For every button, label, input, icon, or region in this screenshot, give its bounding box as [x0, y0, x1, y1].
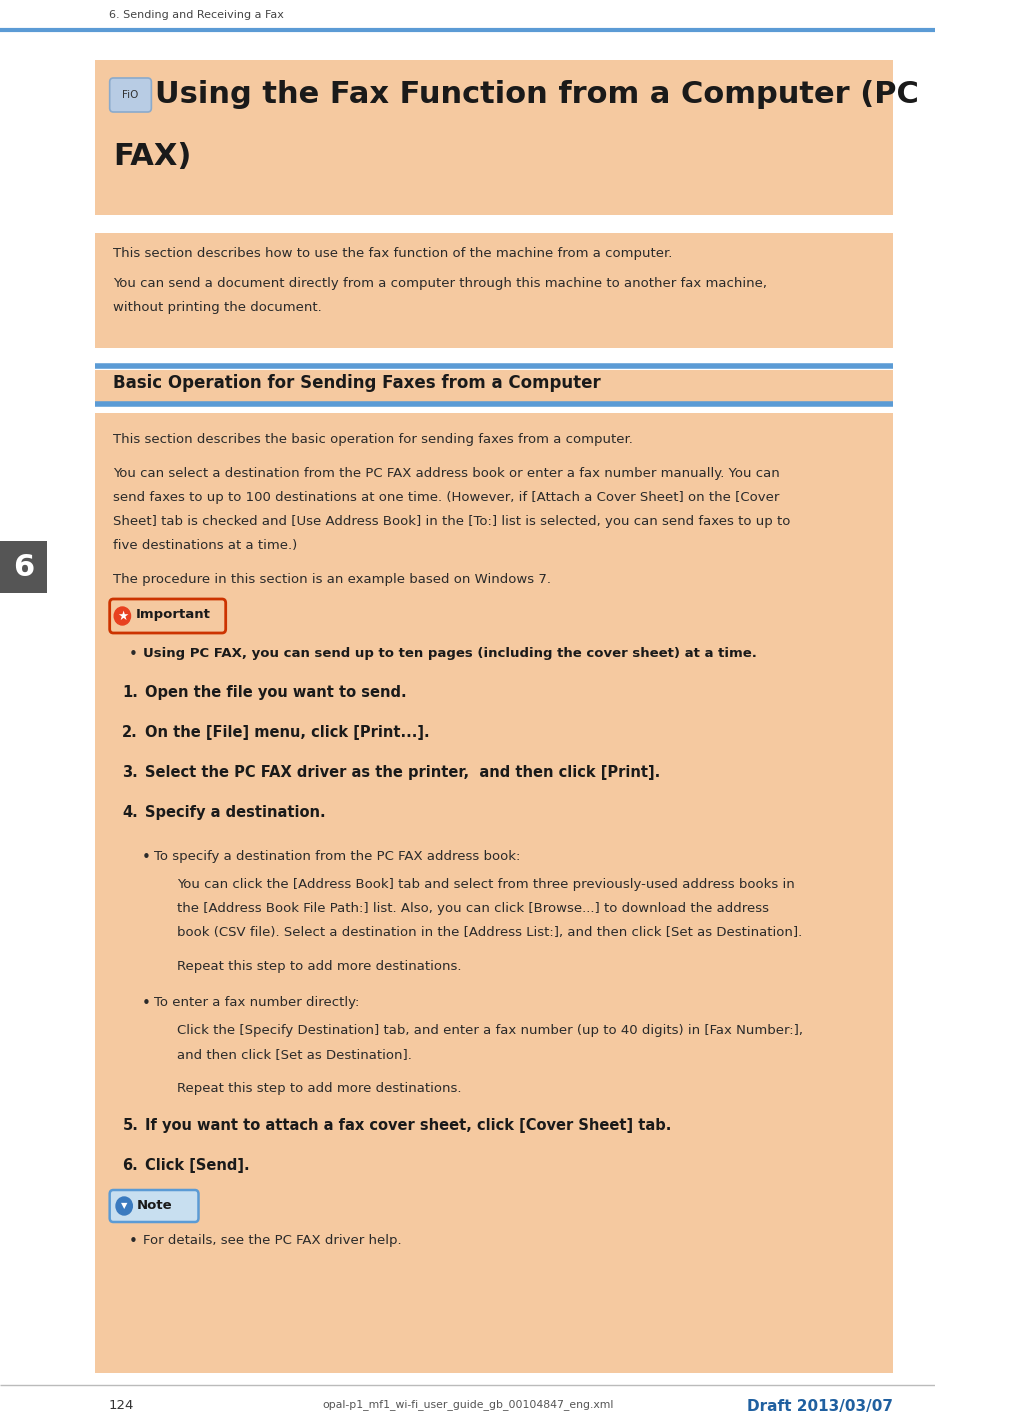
Text: Note: Note — [137, 1199, 172, 1212]
Text: Using the Fax Function from a Computer (PC: Using the Fax Function from a Computer (… — [155, 80, 918, 109]
Text: This section describes the basic operation for sending faxes from a computer.: This section describes the basic operati… — [114, 433, 634, 446]
Text: FiO: FiO — [123, 90, 138, 99]
Text: book (CSV file). Select a destination in the [Address List:], and then click [Se: book (CSV file). Select a destination in… — [176, 926, 802, 939]
Text: You can click the [Address Book] tab and select from three previously-used addre: You can click the [Address Book] tab and… — [176, 878, 795, 891]
Text: ★: ★ — [117, 610, 128, 622]
Text: 5.: 5. — [123, 1118, 138, 1133]
Text: •: • — [141, 996, 151, 1010]
Text: Repeat this step to add more destinations.: Repeat this step to add more destination… — [176, 1081, 461, 1096]
Text: five destinations at a time.): five destinations at a time.) — [114, 539, 297, 551]
Text: You can send a document directly from a computer through this machine to another: You can send a document directly from a … — [114, 277, 768, 290]
Text: If you want to attach a fax cover sheet, click [Cover Sheet] tab.: If you want to attach a fax cover sheet,… — [146, 1118, 672, 1133]
Text: For details, see the PC FAX driver help.: For details, see the PC FAX driver help. — [143, 1233, 401, 1248]
Text: You can select a destination from the PC FAX address book or enter a fax number : You can select a destination from the PC… — [114, 468, 780, 480]
Bar — [0, 541, 47, 593]
Text: Sheet] tab is checked and [Use Address Book] in the [To:] list is selected, you : Sheet] tab is checked and [Use Address B… — [114, 514, 791, 529]
Text: 124: 124 — [108, 1400, 134, 1412]
Text: On the [File] menu, click [Print...].: On the [File] menu, click [Print...]. — [146, 725, 429, 740]
Bar — [95, 414, 893, 1373]
Text: Basic Operation for Sending Faxes from a Computer: Basic Operation for Sending Faxes from a… — [114, 374, 601, 392]
Text: •: • — [129, 1233, 137, 1249]
Text: 4.: 4. — [123, 806, 138, 820]
Text: The procedure in this section is an example based on Windows 7.: The procedure in this section is an exam… — [114, 573, 551, 585]
Text: ▼: ▼ — [121, 1202, 127, 1211]
FancyBboxPatch shape — [109, 1189, 198, 1222]
FancyBboxPatch shape — [109, 78, 152, 112]
Text: •: • — [129, 647, 137, 662]
FancyBboxPatch shape — [109, 600, 226, 632]
Bar — [95, 233, 893, 348]
Text: To enter a fax number directly:: To enter a fax number directly: — [154, 996, 359, 1009]
Circle shape — [115, 607, 130, 625]
Text: To specify a destination from the PC FAX address book:: To specify a destination from the PC FAX… — [154, 850, 520, 863]
Text: without printing the document.: without printing the document. — [114, 301, 322, 314]
Text: •: • — [141, 850, 151, 865]
Text: Important: Important — [136, 608, 211, 621]
Bar — [95, 369, 893, 404]
Text: 2.: 2. — [123, 725, 138, 740]
Text: 3.: 3. — [123, 764, 138, 780]
Text: Click [Send].: Click [Send]. — [146, 1158, 250, 1172]
Text: send faxes to up to 100 destinations at one time. (However, if [Attach a Cover S: send faxes to up to 100 destinations at … — [114, 492, 779, 504]
Text: 6: 6 — [13, 553, 34, 581]
Text: Open the file you want to send.: Open the file you want to send. — [146, 685, 407, 701]
Text: Select the PC FAX driver as the printer,  and then click [Print].: Select the PC FAX driver as the printer,… — [146, 764, 660, 780]
Text: 6.: 6. — [123, 1158, 138, 1172]
Text: Repeat this step to add more destinations.: Repeat this step to add more destination… — [176, 961, 461, 973]
Text: opal-p1_mf1_wi-fi_user_guide_gb_00104847_eng.xml: opal-p1_mf1_wi-fi_user_guide_gb_00104847… — [322, 1400, 613, 1410]
Text: 6. Sending and Receiving a Fax: 6. Sending and Receiving a Fax — [108, 10, 284, 20]
Text: This section describes how to use the fax function of the machine from a compute: This section describes how to use the fa… — [114, 247, 673, 260]
Text: the [Address Book File Path:] list. Also, you can click [Browse...] to download : the [Address Book File Path:] list. Also… — [176, 902, 769, 915]
Text: FAX): FAX) — [114, 142, 192, 171]
Text: Click the [Specify Destination] tab, and enter a fax number (up to 40 digits) in: Click the [Specify Destination] tab, and… — [176, 1025, 803, 1037]
Text: Draft 2013/03/07: Draft 2013/03/07 — [747, 1400, 893, 1414]
Circle shape — [116, 1196, 132, 1215]
Text: 1.: 1. — [123, 685, 138, 701]
Bar — [95, 60, 893, 215]
Text: Specify a destination.: Specify a destination. — [146, 806, 326, 820]
Text: Using PC FAX, you can send up to ten pages (including the cover sheet) at a time: Using PC FAX, you can send up to ten pag… — [143, 647, 757, 659]
Text: and then click [Set as Destination].: and then click [Set as Destination]. — [176, 1049, 412, 1061]
